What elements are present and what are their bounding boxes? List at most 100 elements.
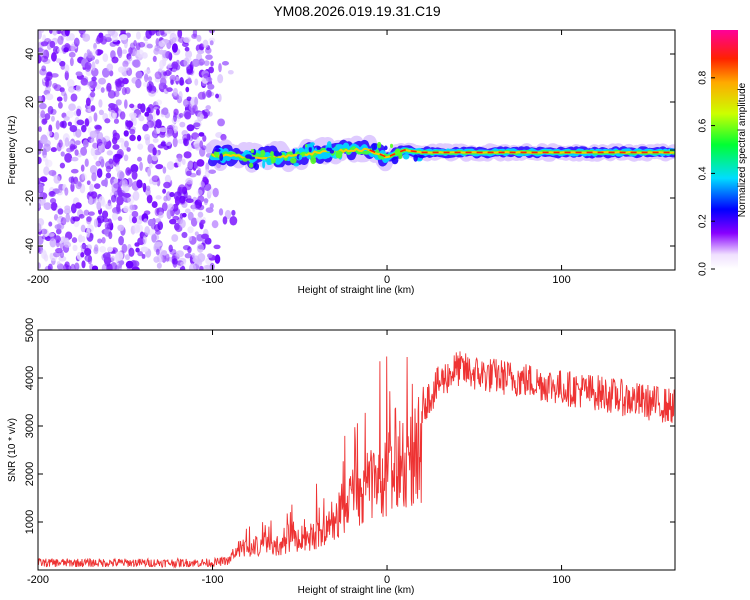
noise-blob (56, 96, 63, 102)
noise-blob (177, 30, 183, 39)
noise-blob (183, 57, 190, 68)
snr-y-tick-label: 1000 (24, 510, 36, 534)
colorbar-gradient (711, 30, 738, 269)
noise-blob (93, 112, 98, 122)
noise-blob (116, 195, 124, 206)
noise-blob (77, 234, 83, 243)
noise-blob (48, 169, 57, 176)
noise-blob (67, 86, 76, 93)
noise-blob (117, 263, 122, 270)
noise-blob (196, 137, 201, 143)
signal-speckle (332, 147, 339, 152)
noise-blob (44, 113, 51, 121)
noise-blob (178, 184, 186, 194)
spectrogram-x-tick-label: 0 (384, 274, 390, 286)
noise-blob (85, 119, 90, 126)
noise-blob (166, 87, 173, 93)
noise-blob (110, 255, 115, 262)
noise-blob (171, 61, 179, 70)
noise-blob (147, 167, 152, 177)
noise-blob (82, 139, 89, 148)
noise-blob (53, 175, 61, 184)
noise-blob (131, 59, 140, 67)
noise-blob (41, 118, 48, 125)
noise-blob (171, 234, 179, 242)
noise-blob (40, 110, 46, 118)
noise-blob (90, 147, 96, 157)
snr-background (38, 330, 675, 570)
noise-blob (214, 254, 221, 264)
noise-blob (189, 172, 197, 178)
noise-blob (142, 81, 149, 87)
spectrogram-y-tick-label: -20 (24, 190, 36, 206)
noise-blob (147, 218, 155, 227)
noise-blob (70, 168, 79, 174)
noise-blob (188, 236, 193, 242)
noise-blob (155, 195, 162, 200)
signal-speckle (298, 154, 303, 160)
noise-blob (90, 105, 96, 112)
noise-blob (117, 66, 125, 73)
noise-blob (64, 70, 69, 81)
noise-blob (135, 42, 141, 51)
noise-blob (43, 166, 50, 176)
noise-blob (61, 120, 67, 129)
noise-blob (206, 77, 213, 82)
noise-blob (137, 251, 144, 257)
colorbar-tick-label: 0.8 (698, 70, 709, 84)
noise-blob (168, 128, 174, 136)
noise-blob (134, 242, 140, 247)
noise-blob (129, 204, 135, 211)
noise-blob (144, 226, 150, 236)
noise-blob (87, 104, 92, 113)
noise-blob (64, 152, 73, 163)
spectrogram-x-tick-label: 100 (552, 274, 570, 286)
noise-blob (215, 93, 220, 99)
noise-blob (96, 201, 102, 211)
noise-blob (151, 175, 160, 183)
noise-blob (136, 49, 144, 58)
noise-blob (131, 260, 140, 268)
noise-blob (98, 156, 104, 164)
noise-blob (205, 54, 213, 60)
signal-speckle (215, 145, 221, 149)
noise-blob (113, 178, 119, 183)
noise-blob (198, 132, 205, 137)
noise-blob (166, 161, 175, 171)
noise-blob (187, 160, 194, 171)
snr-y-tick-label: 5000 (24, 318, 36, 342)
noise-blob (64, 205, 71, 211)
noise-blob (89, 91, 96, 98)
noise-blob (38, 247, 41, 253)
noise-blob (152, 138, 159, 144)
noise-blob (96, 34, 104, 44)
colorbar-tick-label: 0.2 (698, 214, 709, 228)
noise-blob (138, 114, 143, 121)
noise-blob (67, 121, 73, 127)
signal-speckle (306, 143, 314, 148)
noise-blob (111, 36, 119, 42)
noise-blob (74, 140, 81, 146)
noise-blob (198, 186, 205, 196)
noise-blob (110, 262, 118, 270)
signal-speckle (262, 160, 266, 169)
noise-blob (98, 109, 105, 116)
noise-blob (178, 112, 184, 118)
snr-x-tick-label: 0 (384, 574, 390, 586)
noise-blob (80, 252, 85, 258)
figure-title: YM08.2026.019.19.31.C19 (273, 3, 441, 19)
noise-blob (188, 263, 197, 270)
noise-blob (60, 90, 67, 97)
noise-blob (50, 115, 55, 122)
noise-blob (86, 224, 94, 234)
noise-blob (74, 149, 79, 156)
noise-blob (224, 209, 232, 220)
noise-blob (88, 115, 93, 123)
noise-blob (131, 181, 140, 191)
noise-blob (139, 161, 143, 171)
noise-blob (160, 108, 165, 115)
noise-blob (166, 209, 172, 220)
noise-blob (136, 134, 142, 142)
noise-blob (39, 68, 47, 76)
noise-blob (71, 156, 79, 162)
